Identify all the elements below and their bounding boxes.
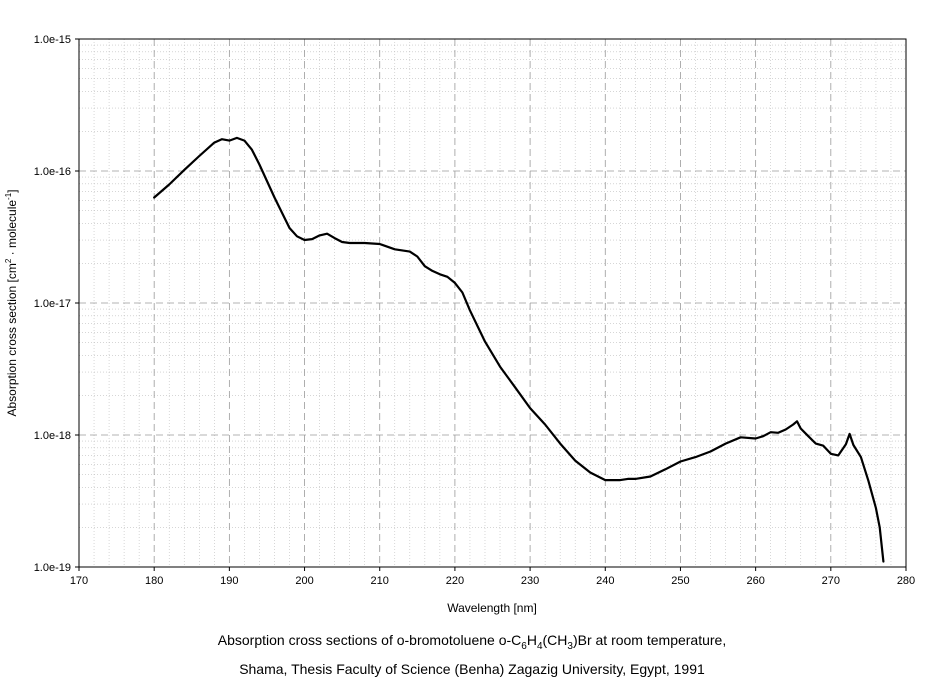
y-tick-label: 1.0e-15 [34,34,71,46]
y-axis-label: Absorption cross section [cm2 · molecule… [4,189,19,416]
caption-line-2: Shama, Thesis Faculty of Science (Benha)… [239,660,705,677]
x-tick-label: 260 [746,575,764,587]
x-tick-label: 270 [822,575,840,587]
x-tick-label: 240 [596,575,614,587]
absorption-series-line [153,136,885,563]
x-tick-label: 210 [371,575,389,587]
x-tick-label: 230 [521,575,539,587]
major-grid [79,39,906,567]
x-tick-label: 190 [220,575,238,587]
x-axis-label: Wavelength [nm] [447,601,537,615]
x-tick-label: 280 [897,575,915,587]
y-axis-ticks: 1.0e-19 1.0e-18 1.0e-17 1.0e-16 1.0e-15 [34,34,79,574]
y-tick-label: 1.0e-19 [34,562,71,574]
chart-caption: Absorption cross sections of o-bromotolu… [0,629,944,680]
x-tick-label: 250 [671,575,689,587]
y-tick-label: 1.0e-16 [34,166,71,178]
x-axis-ticks: 170 180 190 200 210 220 230 240 250 260 270 280 [70,567,915,587]
caption-line-1: Absorption cross sections of o-bromotolu… [217,632,727,652]
x-tick-label: 180 [145,575,163,587]
x-tick-label: 170 [70,575,88,587]
x-tick-label: 200 [295,575,313,587]
y-tick-label: 1.0e-17 [34,298,71,310]
absorption-chart: 170 180 190 200 210 220 230 240 250 260 270 280 1.0… [4,34,915,615]
x-tick-label: 220 [446,575,464,587]
y-tick-label: 1.0e-18 [34,430,71,442]
